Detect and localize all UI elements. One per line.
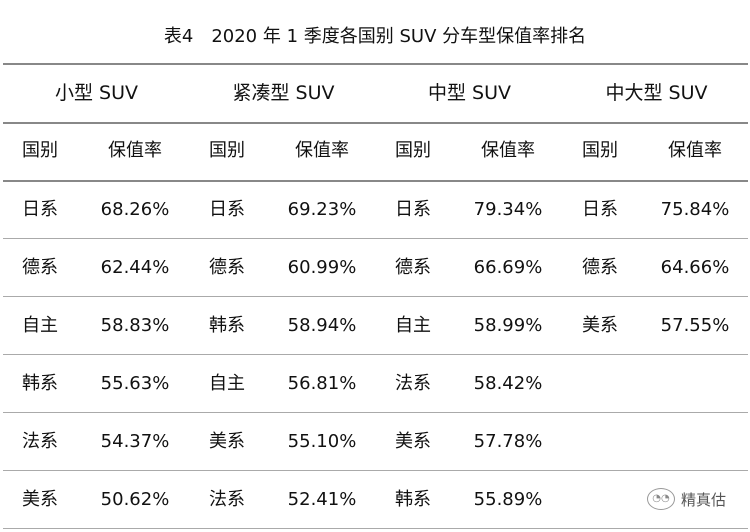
cell-country: 美系 bbox=[582, 315, 618, 336]
row-divider bbox=[3, 470, 748, 471]
cell-rate: 60.99% bbox=[287, 257, 357, 278]
cell-rate: 58.99% bbox=[473, 315, 543, 336]
group-header: 小型 SUV bbox=[54, 82, 138, 104]
cell-country: 美系 bbox=[22, 489, 58, 510]
cell-country: 日系 bbox=[22, 199, 58, 220]
row-divider bbox=[3, 412, 748, 413]
cell-rate: 57.55% bbox=[660, 315, 730, 336]
group-header: 中大型 SUV bbox=[605, 82, 708, 104]
cell-country: 德系 bbox=[395, 257, 431, 278]
row-divider bbox=[3, 354, 748, 355]
cell-rate: 68.26% bbox=[100, 199, 170, 220]
cell-country: 美系 bbox=[209, 431, 245, 452]
watermark-logo: ◔◔ 精真估 bbox=[642, 486, 730, 512]
row-divider bbox=[3, 296, 748, 297]
header-country: 国别 bbox=[22, 140, 58, 161]
header-rate: 保值率 bbox=[295, 140, 349, 161]
cell-rate: 58.42% bbox=[473, 373, 543, 394]
cell-rate: 50.62% bbox=[100, 489, 170, 510]
cell-country: 日系 bbox=[395, 199, 431, 220]
header-country: 国别 bbox=[395, 140, 431, 161]
cell-country: 自主 bbox=[209, 373, 245, 394]
cell-country: 德系 bbox=[22, 257, 58, 278]
row-divider bbox=[3, 238, 748, 239]
cell-rate: 64.66% bbox=[660, 257, 730, 278]
cell-country: 德系 bbox=[209, 257, 245, 278]
cell-country: 日系 bbox=[209, 199, 245, 220]
cell-country: 法系 bbox=[209, 489, 245, 510]
header-country: 国别 bbox=[582, 140, 618, 161]
wechat-icon: ◔◔ bbox=[646, 488, 675, 510]
cell-rate: 69.23% bbox=[287, 199, 357, 220]
cell-rate: 62.44% bbox=[100, 257, 170, 278]
cell-rate: 79.34% bbox=[473, 199, 543, 220]
cell-rate: 57.78% bbox=[473, 431, 543, 452]
cell-country: 法系 bbox=[22, 431, 58, 452]
cell-country: 自主 bbox=[22, 315, 58, 336]
table-rule bbox=[3, 180, 748, 182]
cell-country: 韩系 bbox=[22, 373, 58, 394]
group-header: 中型 SUV bbox=[427, 82, 511, 104]
header-rate: 保值率 bbox=[108, 140, 162, 161]
group-header: 紧凑型 SUV bbox=[232, 82, 335, 104]
cell-rate: 75.84% bbox=[660, 199, 730, 220]
watermark-label: 精真估 bbox=[680, 490, 726, 509]
table-rule bbox=[3, 122, 748, 124]
header-rate: 保值率 bbox=[481, 140, 535, 161]
table-rule bbox=[3, 63, 748, 65]
cell-country: 韩系 bbox=[395, 489, 431, 510]
cell-country: 美系 bbox=[395, 431, 431, 452]
cell-rate: 58.83% bbox=[100, 315, 170, 336]
cell-rate: 55.63% bbox=[100, 373, 170, 394]
cell-rate: 55.10% bbox=[287, 431, 357, 452]
cell-rate: 66.69% bbox=[473, 257, 543, 278]
header-rate: 保值率 bbox=[668, 140, 722, 161]
cell-rate: 55.89% bbox=[473, 489, 543, 510]
cell-country: 日系 bbox=[582, 199, 618, 220]
row-divider bbox=[3, 528, 748, 529]
cell-country: 韩系 bbox=[209, 315, 245, 336]
header-country: 国别 bbox=[209, 140, 245, 161]
cell-rate: 54.37% bbox=[100, 431, 170, 452]
cell-country: 自主 bbox=[395, 315, 431, 336]
cell-country: 德系 bbox=[582, 257, 618, 278]
table-title: 表4 2020 年 1 季度各国别 SUV 分车型保值率排名 bbox=[163, 26, 587, 47]
cell-rate: 52.41% bbox=[287, 489, 357, 510]
cell-rate: 58.94% bbox=[287, 315, 357, 336]
cell-country: 法系 bbox=[395, 373, 431, 394]
cell-rate: 56.81% bbox=[287, 373, 357, 394]
